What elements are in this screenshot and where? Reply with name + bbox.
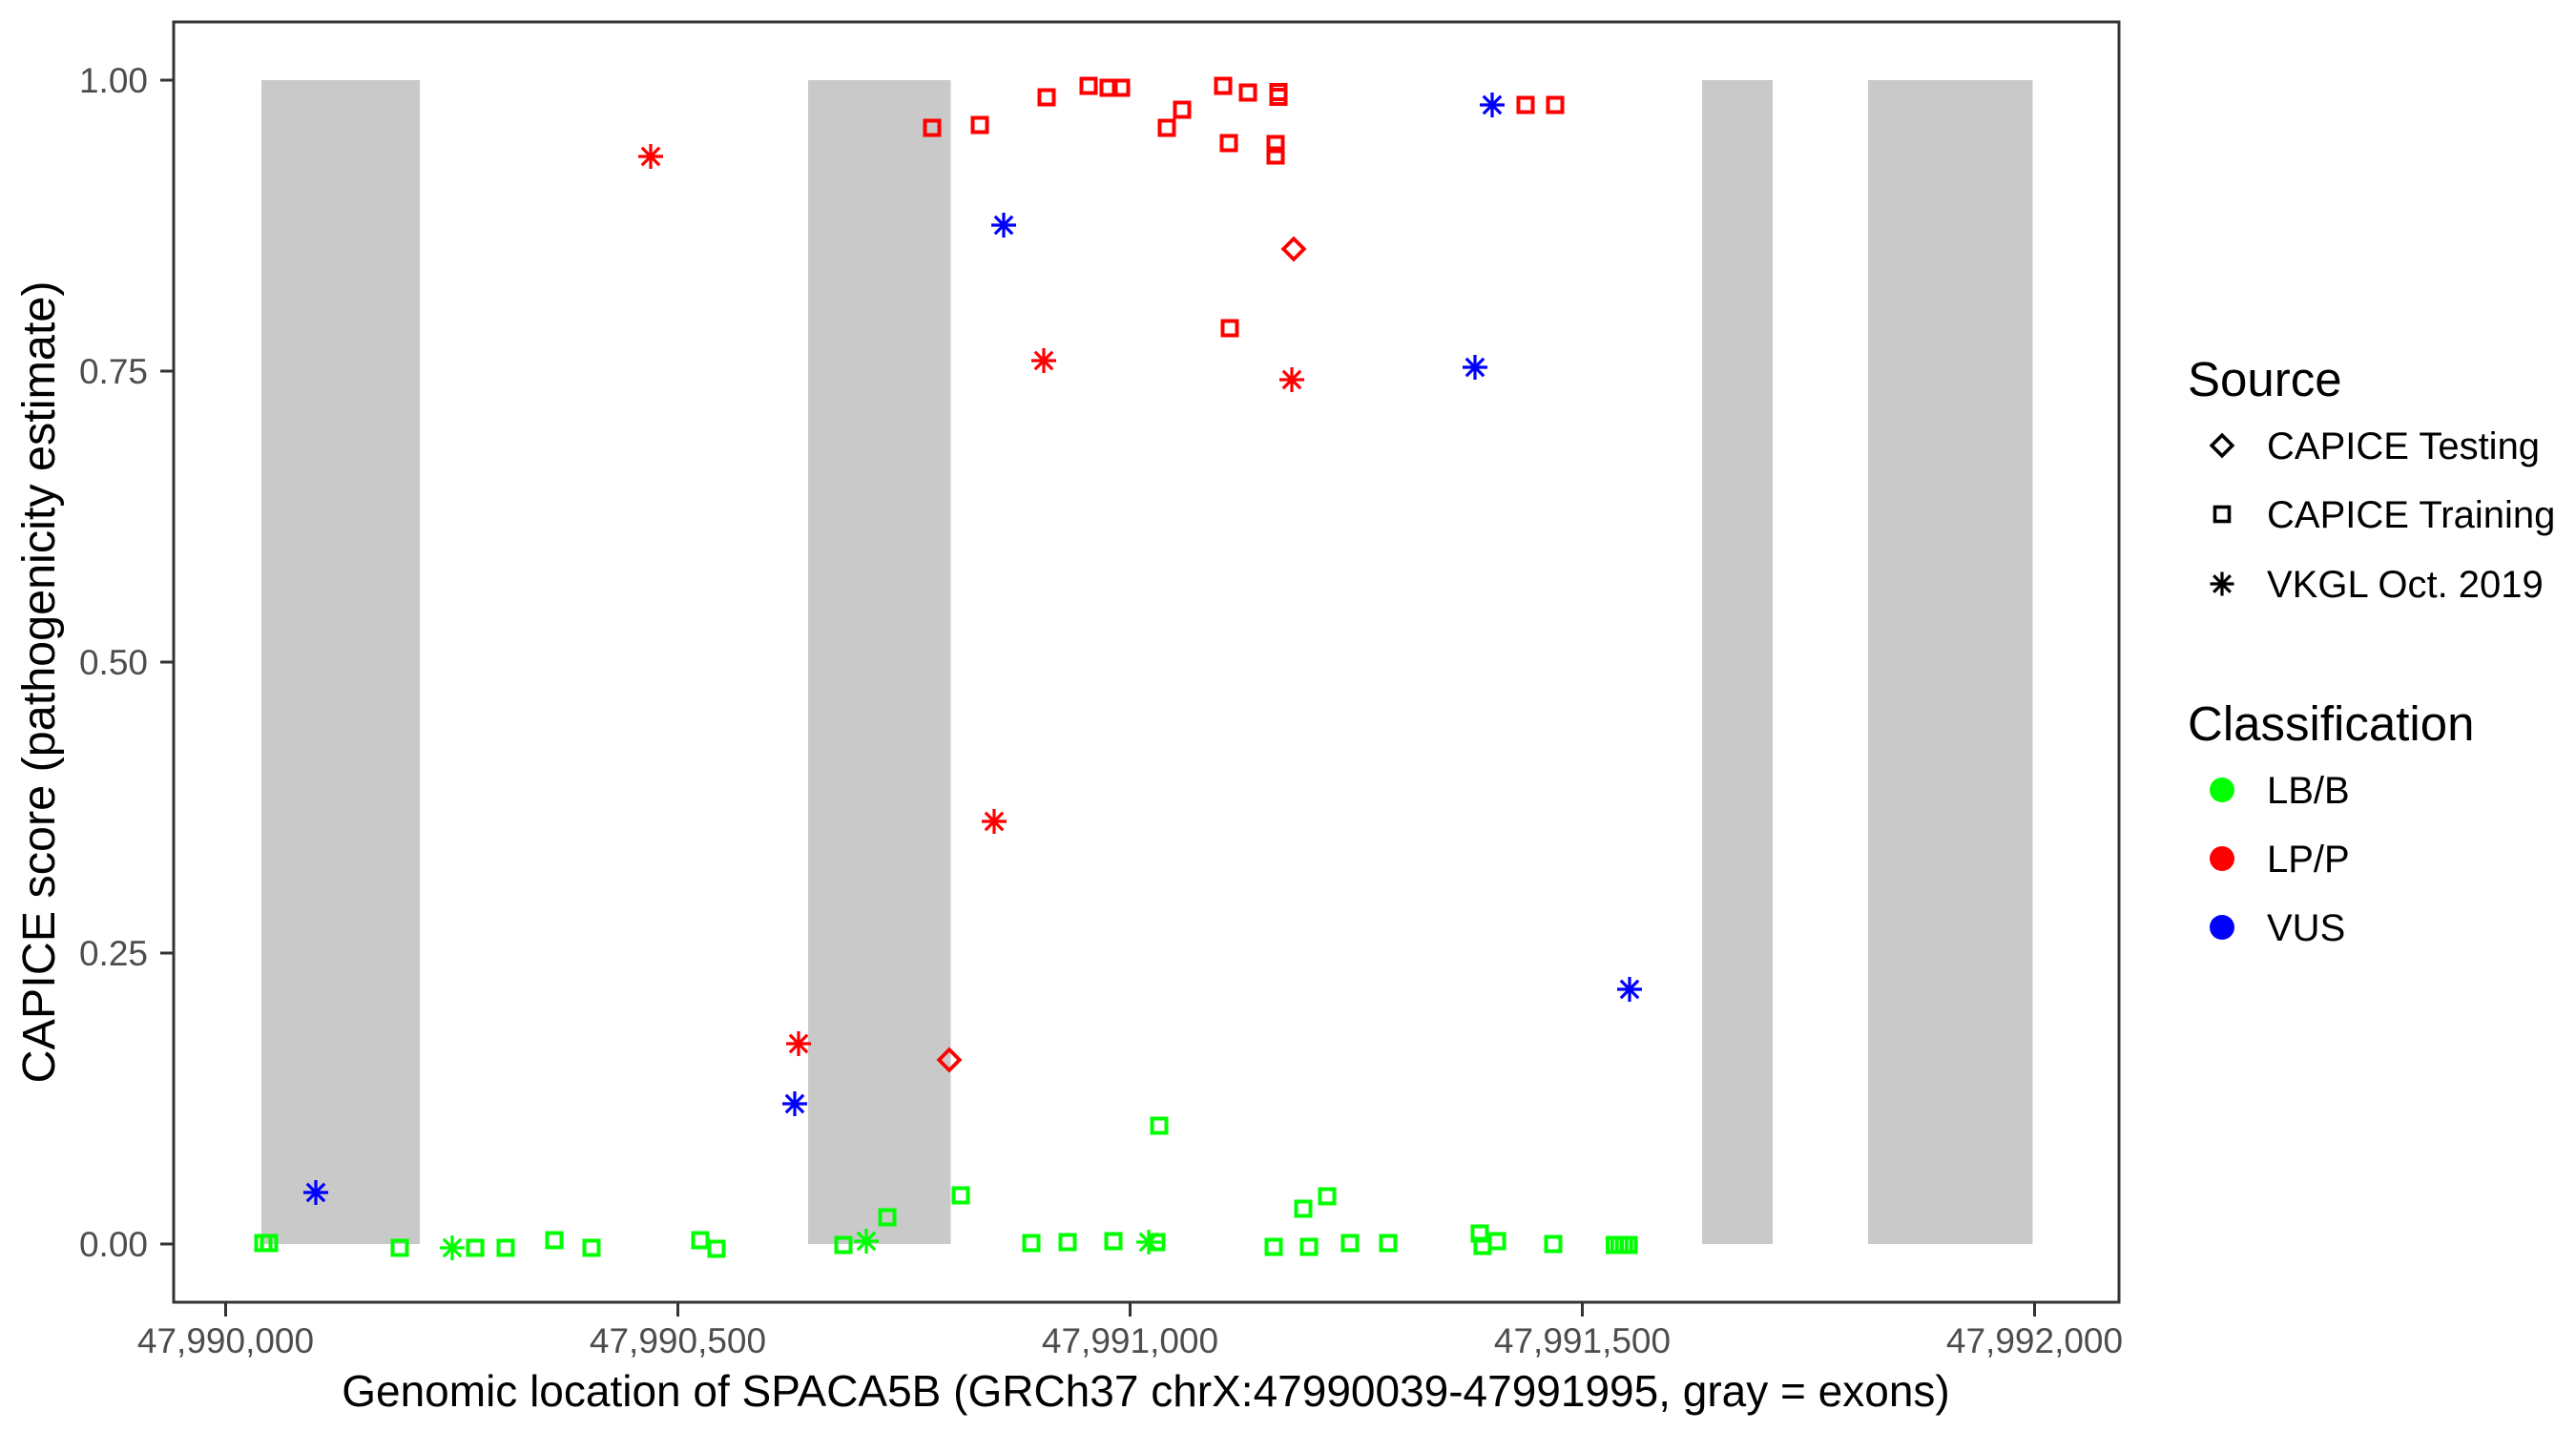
- svg-text:VUS: VUS: [2267, 907, 2345, 949]
- svg-text:0.00: 0.00: [79, 1225, 148, 1264]
- svg-text:LB/B: LB/B: [2267, 770, 2350, 812]
- svg-text:47,990,500: 47,990,500: [590, 1321, 766, 1360]
- svg-text:0.25: 0.25: [79, 934, 148, 973]
- svg-text:47,990,000: 47,990,000: [137, 1321, 314, 1360]
- svg-text:VKGL Oct. 2019: VKGL Oct. 2019: [2267, 564, 2544, 606]
- svg-text:LP/P: LP/P: [2267, 839, 2350, 881]
- svg-text:47,992,000: 47,992,000: [1946, 1321, 2123, 1360]
- svg-text:47,991,000: 47,991,000: [1042, 1321, 1218, 1360]
- svg-text:Genomic location of SPACA5B (G: Genomic location of SPACA5B (GRCh37 chrX…: [342, 1366, 1950, 1416]
- svg-text:Source: Source: [2188, 352, 2342, 406]
- svg-text:0.50: 0.50: [79, 643, 148, 682]
- svg-text:Classification: Classification: [2188, 696, 2474, 751]
- svg-text:0.75: 0.75: [79, 352, 148, 391]
- svg-text:47,991,500: 47,991,500: [1494, 1321, 1671, 1360]
- svg-text:CAPICE Testing: CAPICE Testing: [2267, 425, 2540, 467]
- svg-text:CAPICE score (pathogenicity es: CAPICE score (pathogenicity estimate): [13, 280, 65, 1083]
- svg-text:1.00: 1.00: [79, 61, 148, 100]
- svg-text:CAPICE Training: CAPICE Training: [2267, 494, 2555, 536]
